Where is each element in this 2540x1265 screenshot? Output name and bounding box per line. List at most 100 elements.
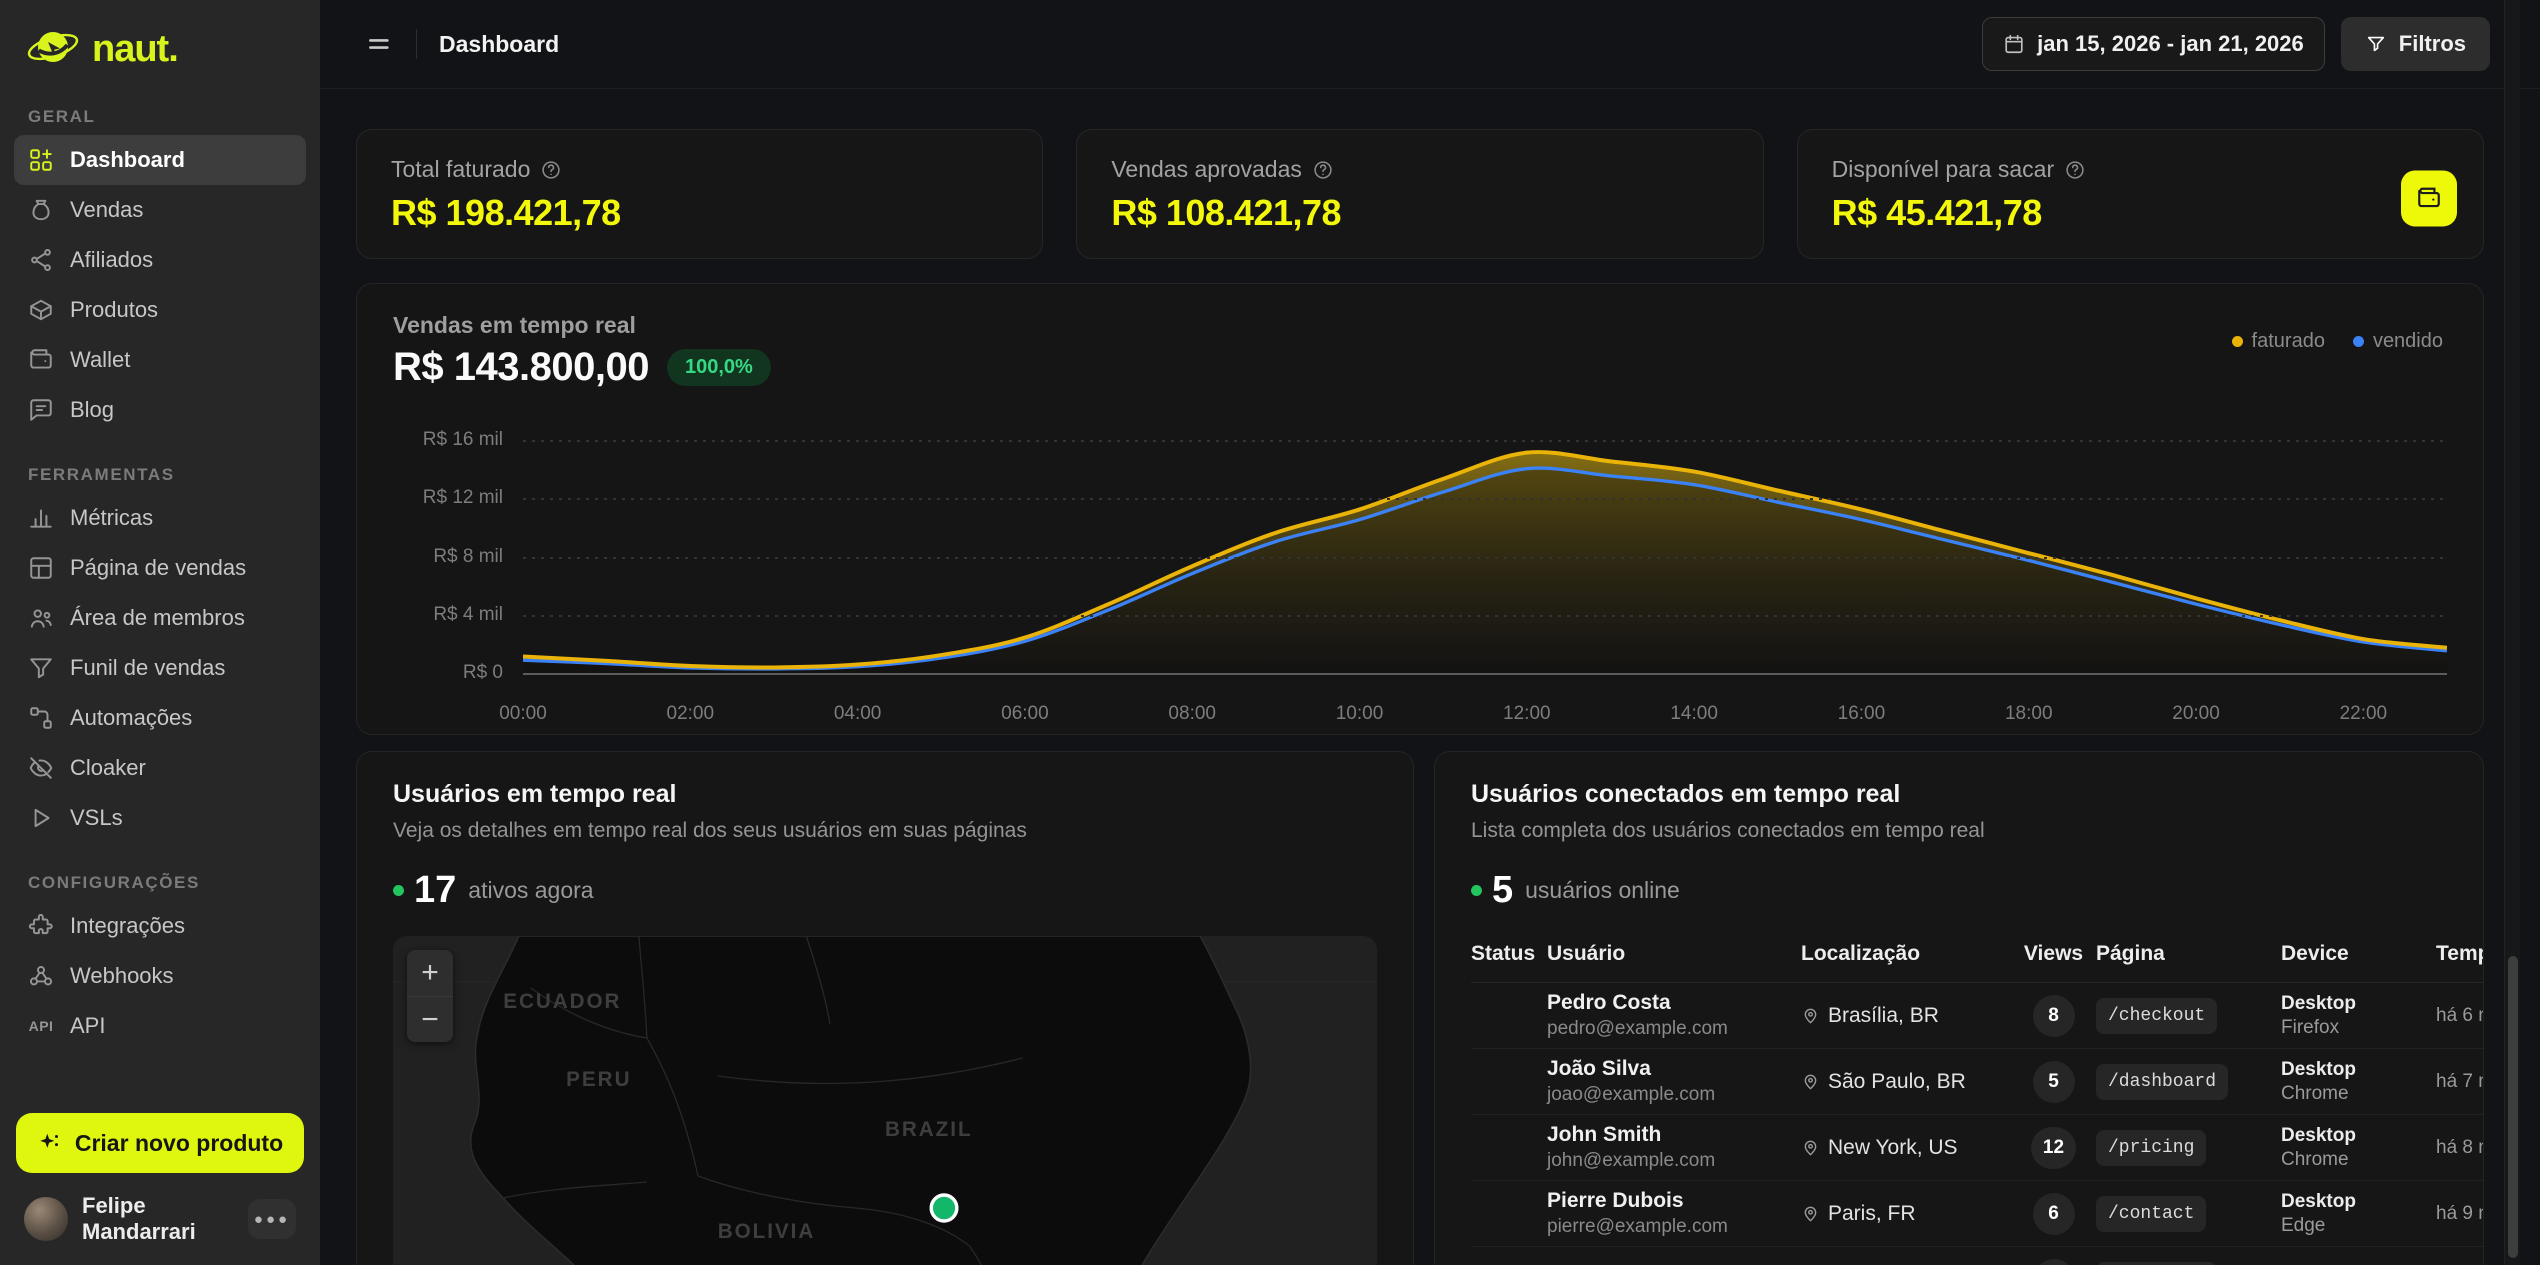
sidebar-item[interactable]: Vendas xyxy=(14,185,306,235)
user-email: pedro@example.com xyxy=(1547,1018,1728,1039)
sidebar-item[interactable]: Wallet xyxy=(14,335,306,385)
online-users-count-row: 5 usuários online xyxy=(1471,869,2483,912)
brand-name: naut. xyxy=(92,28,179,70)
brand-logo[interactable]: naut. xyxy=(0,0,320,77)
gridline xyxy=(523,614,2447,617)
user-email: joao@example.com xyxy=(1547,1084,1716,1105)
stat-card: Vendas aprovadas R$ 108.421,78 xyxy=(1076,129,1764,259)
planet-icon xyxy=(26,24,80,75)
automacoes-icon xyxy=(28,705,54,731)
page-pill: /dashboard xyxy=(2096,1063,2229,1100)
sidebar-item[interactable]: Métricas xyxy=(14,493,306,543)
sidebar: naut. GERAL Dashboard Vendas Afiliados xyxy=(0,0,320,1265)
views-badge: 6 xyxy=(2032,1192,2075,1235)
sidebar-item-label: Produtos xyxy=(70,297,159,322)
nav-section-label-configuracoes: CONFIGURAÇÕES xyxy=(28,873,200,892)
date-range-label: jan 15, 2026 - jan 21, 2026 xyxy=(2037,31,2304,56)
sidebar-item-label: Automações xyxy=(70,705,193,730)
produtos-icon xyxy=(28,297,54,323)
topbar-actions: jan 15, 2026 - jan 21, 2026 Filtros xyxy=(1982,17,2490,71)
realtime-users-card: Usuários em tempo real Veja os detalhes … xyxy=(356,751,1414,1265)
sidebar-item[interactable]: Funil de vendas xyxy=(14,643,306,693)
gridline xyxy=(523,440,2447,442)
column-header: Status xyxy=(1471,942,1536,965)
sidebar-item[interactable]: Blog xyxy=(14,385,306,435)
stat-card: Total faturado R$ 198.421,78 xyxy=(356,129,1044,259)
online-dot xyxy=(1471,885,1482,896)
connected-users-table: Status Usuário Localização Views Página … xyxy=(1471,942,2483,1265)
user-location-marker[interactable] xyxy=(929,1193,959,1223)
page-pill: /pricing xyxy=(2096,1129,2207,1166)
calendar-icon xyxy=(2003,33,2025,55)
table-row: Maria Santos Rio de Janeiro, BR 3 xyxy=(1471,1247,2483,1265)
device-browser: Chrome xyxy=(2281,1148,2349,1170)
x-axis-tick: 18:00 xyxy=(2004,703,2053,724)
sidebar-item-label: Funil de vendas xyxy=(70,655,226,680)
map-zoom-out-button[interactable]: − xyxy=(407,996,453,1042)
page-scrollbar-thumb[interactable] xyxy=(2508,956,2518,1258)
create-product-label: Criar novo produto xyxy=(74,1129,284,1156)
connected-users-subtitle: Lista completa dos usuários conectados e… xyxy=(1471,819,1985,842)
create-product-button[interactable]: Criar novo produto xyxy=(16,1113,304,1173)
realtime-map[interactable]: ECUADOR PERU BRAZIL BOLIVIA + − xyxy=(393,936,1377,1265)
api-icon: API xyxy=(28,1018,54,1034)
chart-plot: R$ 16 mil R$ 12 mil R$ 8 mil R$ 4 mil R$ 0 xyxy=(423,424,2447,687)
sidebar-item-label: VSLs xyxy=(70,805,123,830)
column-header: Tempo xyxy=(2436,942,2483,965)
help-icon[interactable] xyxy=(540,159,562,181)
stat-cards: Total faturado R$ 198.421,78 xyxy=(356,129,2484,259)
topbar: Dashboard jan 15, 2026 - jan 21, 2026 Fi… xyxy=(320,0,2540,89)
stat-card: Disponível para sacar R$ 45.421,78 xyxy=(1796,129,2484,259)
sidebar-item[interactable]: Página de vendas xyxy=(14,543,306,593)
sidebar-item[interactable]: Área de membros xyxy=(14,593,306,643)
map-zoom-in-button[interactable]: + xyxy=(407,950,453,996)
sidebar-item[interactable]: Automações xyxy=(14,693,306,743)
sidebar-nav: GERAL Dashboard Vendas Afiliados xyxy=(0,77,320,1051)
chart-value: R$ 143.800,00 xyxy=(393,345,649,389)
webhooks-icon xyxy=(28,963,54,989)
table-row: Pierre Dubois pierre@example.com Paris, … xyxy=(1471,1181,2483,1247)
nav-section-label-geral: GERAL xyxy=(28,107,96,126)
sidebar-item[interactable]: Cloaker xyxy=(14,743,306,793)
column-header: Views xyxy=(2023,942,2084,965)
table-row: João Silva joao@example.com São Paulo, B… xyxy=(1471,1049,2483,1115)
blog-icon xyxy=(28,397,54,423)
active-users-count-row: 17 ativos agora xyxy=(393,869,1377,912)
sidebar-item[interactable]: Dashboard xyxy=(14,135,306,185)
device-type: Desktop xyxy=(2281,992,2356,1014)
sidebar-item[interactable]: VSLs xyxy=(14,793,306,843)
withdraw-button[interactable] xyxy=(2400,170,2457,227)
sidebar-item[interactable]: Afiliados xyxy=(14,235,306,285)
sidebar-toggle-button[interactable] xyxy=(364,27,398,61)
y-axis-tick: R$ 0 xyxy=(462,662,503,683)
user-location: New York, US xyxy=(1828,1135,1958,1159)
user-menu-button[interactable]: ●●● xyxy=(248,1199,296,1239)
legend-item[interactable]: faturado xyxy=(2231,330,2325,353)
y-axis-tick: R$ 12 mil xyxy=(422,487,503,509)
location-pin-icon xyxy=(1801,1138,1820,1157)
avatar xyxy=(24,1197,68,1241)
y-axis-tick: R$ 4 mil xyxy=(433,603,503,625)
column-header: Usuário xyxy=(1547,942,1626,965)
stat-label: Total faturado xyxy=(391,156,531,182)
sidebar-item[interactable]: API API xyxy=(14,1001,306,1051)
afiliados-icon xyxy=(28,247,54,273)
help-icon[interactable] xyxy=(1312,159,1334,181)
filters-button[interactable]: Filtros xyxy=(2340,17,2490,71)
sidebar-item[interactable]: Produtos xyxy=(14,285,306,335)
page-title: Dashboard xyxy=(439,30,560,57)
help-icon[interactable] xyxy=(2064,159,2086,181)
sidebar-item[interactable]: Integrações xyxy=(14,901,306,951)
views-badge: 3 xyxy=(2032,1258,2075,1265)
active-users-label: ativos agora xyxy=(468,877,594,903)
realtime-users-title: Usuários em tempo real xyxy=(393,780,677,808)
vendas-icon xyxy=(28,197,54,223)
online-users-count: 5 xyxy=(1492,869,1514,911)
legend-item[interactable]: vendido xyxy=(2352,330,2443,353)
sidebar-item[interactable]: Webhooks xyxy=(14,951,306,1001)
x-axis-tick: 10:00 xyxy=(1335,703,1384,724)
x-axis-tick: 12:00 xyxy=(1503,703,1551,724)
page-pill: /checkout xyxy=(2096,997,2218,1034)
date-range-button[interactable]: jan 15, 2026 - jan 21, 2026 xyxy=(1982,17,2325,71)
